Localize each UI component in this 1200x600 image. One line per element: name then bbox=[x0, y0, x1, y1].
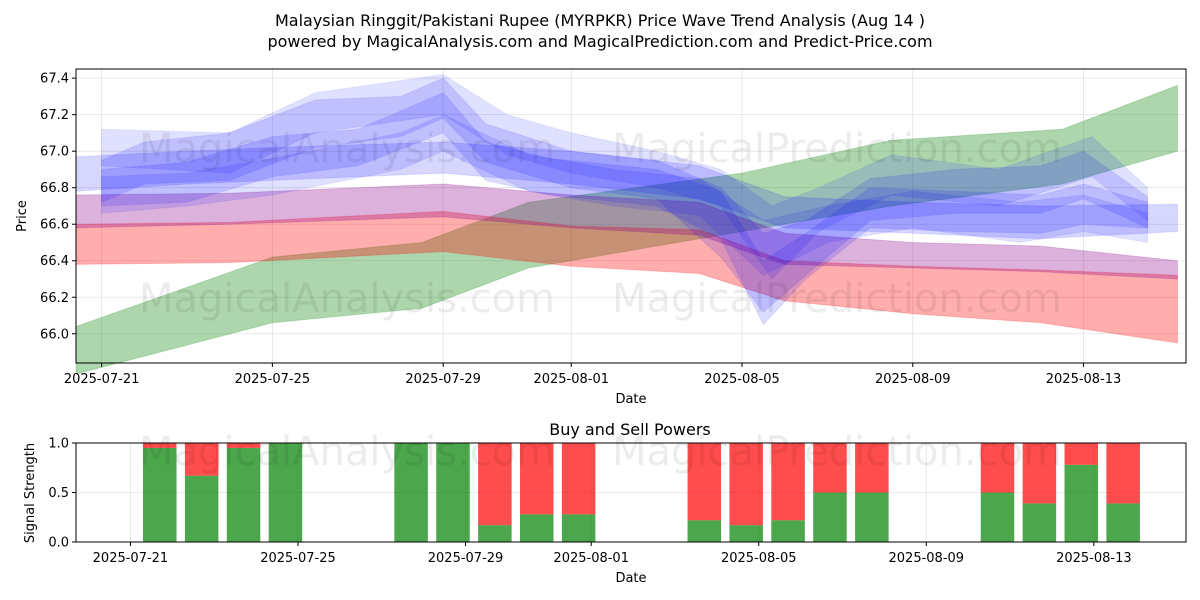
signal-y-axis-label: Signal Strength bbox=[23, 443, 38, 543]
sell-bar bbox=[1106, 443, 1140, 504]
sell-bar bbox=[729, 443, 763, 526]
sell-bar bbox=[143, 443, 177, 448]
signal-plot-title: Buy and Sell Powers bbox=[549, 420, 711, 439]
buy-bar bbox=[520, 514, 554, 542]
sell-bar bbox=[1022, 443, 1057, 504]
band-blue-wave-2 bbox=[101, 77, 1149, 313]
buy-bar bbox=[1064, 464, 1099, 542]
band-blue-wave-3 bbox=[101, 92, 1149, 326]
price-y-tick-label: 66.6 bbox=[40, 218, 69, 233]
price-x-tick-label: 2025-07-21 bbox=[64, 372, 140, 387]
price-x-tick-label: 2025-07-25 bbox=[235, 372, 311, 387]
watermark-left-bottom: MagicalAnalysis.com bbox=[139, 276, 555, 322]
buy-bar bbox=[687, 520, 722, 542]
chart-title-line2: powered by MagicalAnalysis.com and Magic… bbox=[267, 32, 932, 51]
buy-bar bbox=[813, 492, 847, 542]
watermark-right-top: MagicalPrediction.com bbox=[612, 126, 1062, 172]
buy-bar bbox=[980, 492, 1015, 542]
price-y-tick-label: 66.2 bbox=[40, 291, 69, 306]
buy-bar bbox=[561, 514, 596, 542]
signal-y-tick-label: 1.0 bbox=[48, 437, 69, 452]
buy-bar bbox=[184, 475, 219, 542]
buy-bar bbox=[143, 447, 177, 542]
signal-plot: Buy and Sell Powers MagicalAnalysis.com … bbox=[23, 420, 1187, 586]
buy-bar bbox=[855, 492, 889, 542]
band-blue-wave-5 bbox=[101, 114, 1149, 276]
sell-bar bbox=[813, 443, 847, 493]
price-x-tick-label: 2025-08-01 bbox=[533, 372, 609, 387]
price-bands bbox=[75, 73, 1178, 375]
price-y-tick-label: 67.4 bbox=[40, 72, 69, 87]
sell-bar bbox=[1064, 443, 1099, 465]
sell-bar bbox=[226, 443, 261, 448]
sell-bar bbox=[478, 443, 512, 526]
band-purple-trend bbox=[75, 183, 1178, 280]
sell-bar bbox=[687, 443, 722, 521]
buy-bar bbox=[771, 520, 805, 542]
buy-bar bbox=[1106, 503, 1140, 542]
chart-title-line1: Malaysian Ringgit/Pakistani Rupee (MYRPK… bbox=[275, 11, 925, 30]
buy-bar bbox=[436, 443, 470, 542]
price-y-tick-label: 66.4 bbox=[40, 254, 69, 269]
watermark-right-signal: MagicalPrediction.com bbox=[612, 429, 1062, 475]
signal-y-ticks: 0.0 0.5 1.0 bbox=[48, 437, 76, 551]
sell-bar bbox=[980, 443, 1015, 493]
price-plot-border bbox=[75, 68, 1187, 364]
signal-bars bbox=[143, 443, 1140, 542]
price-x-tick-label: 2025-08-13 bbox=[1046, 372, 1122, 387]
signal-x-tick-label: 2025-07-29 bbox=[428, 551, 504, 566]
buy-bar bbox=[226, 447, 261, 542]
watermark-left-top: MagicalAnalysis.com bbox=[139, 126, 555, 172]
signal-x-tick-label: 2025-08-09 bbox=[889, 551, 965, 566]
price-y-ticks: 66.0 66.2 66.4 66.6 66.8 67.0 67.2 67.4 bbox=[40, 72, 76, 342]
sell-bar bbox=[520, 443, 554, 515]
price-y-tick-label: 66.0 bbox=[40, 327, 69, 342]
watermark-left-signal: MagicalAnalysis.com bbox=[139, 429, 555, 475]
signal-x-axis-label: Date bbox=[615, 571, 646, 586]
signal-x-tick-label: 2025-08-01 bbox=[553, 551, 629, 566]
price-x-axis-label: Date bbox=[615, 392, 646, 407]
band-blue-wave-4 bbox=[101, 73, 1149, 280]
price-x-ticks: 2025-07-21 2025-07-25 2025-07-29 2025-08-01… bbox=[64, 363, 1121, 387]
buy-bar bbox=[729, 525, 763, 542]
signal-x-tick-label: 2025-08-05 bbox=[721, 551, 797, 566]
price-x-tick-label: 2025-07-29 bbox=[405, 372, 481, 387]
band-blue-wave-1 bbox=[75, 141, 1178, 240]
sell-bar bbox=[561, 443, 596, 515]
signal-x-tick-label: 2025-08-13 bbox=[1056, 551, 1132, 566]
buy-bar bbox=[268, 443, 303, 542]
price-x-tick-label: 2025-08-09 bbox=[875, 372, 951, 387]
buy-bar bbox=[478, 525, 512, 542]
price-x-tick-label: 2025-08-05 bbox=[704, 372, 780, 387]
sell-bar bbox=[855, 443, 889, 493]
band-red-trend bbox=[75, 210, 1178, 344]
sell-bar bbox=[771, 443, 805, 521]
buy-bar bbox=[394, 443, 428, 542]
price-y-tick-label: 67.0 bbox=[40, 145, 69, 160]
signal-x-tick-label: 2025-07-21 bbox=[93, 551, 169, 566]
signal-x-ticks: 2025-07-21 2025-07-25 2025-07-29 2025-08-01… bbox=[93, 542, 1132, 566]
signal-y-tick-label: 0.0 bbox=[48, 536, 69, 551]
price-plot-frame bbox=[76, 69, 1186, 363]
sell-bar bbox=[184, 443, 219, 476]
band-green-trend bbox=[75, 84, 1178, 375]
price-y-tick-label: 67.2 bbox=[40, 108, 69, 123]
price-y-tick-label: 66.8 bbox=[40, 181, 69, 196]
price-gridlines bbox=[76, 69, 1186, 363]
buy-bar bbox=[1022, 503, 1057, 542]
signal-y-tick-label: 0.5 bbox=[48, 486, 69, 501]
signal-x-tick-label: 2025-07-25 bbox=[260, 551, 336, 566]
watermark-right-bottom: MagicalPrediction.com bbox=[612, 276, 1062, 322]
price-y-axis-label: Price bbox=[15, 200, 30, 232]
price-plot: MagicalAnalysis.com MagicalPrediction.co… bbox=[15, 68, 1187, 407]
